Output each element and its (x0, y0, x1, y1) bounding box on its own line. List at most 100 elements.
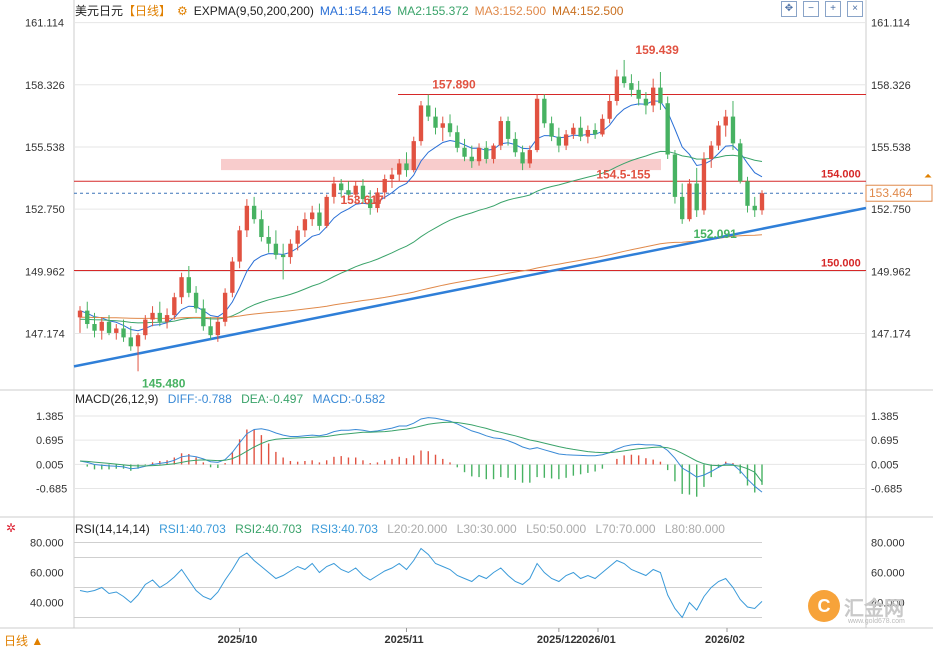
trendline (73, 206, 867, 368)
candle-body (484, 147, 489, 159)
candle-body (426, 105, 431, 117)
close-icon[interactable]: × (847, 1, 863, 17)
candle-body (469, 156, 474, 162)
trendline-layer (73, 206, 867, 368)
period-selector-button[interactable]: 日线 ▲ (4, 634, 44, 648)
candle-body (658, 87, 663, 104)
candle-body (186, 277, 192, 293)
rsi1-value: RSI1:40.703 (159, 522, 226, 536)
candle-layer (77, 59, 765, 372)
candle-body (716, 125, 721, 146)
candle-body (585, 129, 591, 137)
macd-tick-left: -0.685 (36, 483, 67, 495)
candle-body (709, 145, 714, 159)
candle-body (433, 116, 438, 128)
rsi-tick-left: 40.000 (30, 598, 64, 610)
candle-body (592, 129, 598, 135)
ma1-value: MA1:154.145 (319, 4, 392, 18)
candle-body (498, 121, 503, 146)
x-axis-label: 2025/12 (537, 634, 577, 646)
candle-body (440, 123, 445, 128)
price-tick-right: 147.174 (871, 329, 911, 341)
candle-body (382, 179, 387, 193)
candle-body (578, 127, 583, 137)
candle-body (404, 163, 409, 171)
resistance-zone (221, 158, 661, 171)
move-icon[interactable]: ✥ (781, 1, 797, 17)
rsi-tick-right: 40.000 (871, 598, 905, 610)
plus-icon[interactable]: + (825, 1, 841, 17)
candle-body (455, 132, 460, 148)
price-tick-left: 149.962 (25, 266, 65, 278)
rsi-name: RSI(14,14,14) (75, 522, 150, 536)
candle-body (534, 98, 540, 151)
candle-body (738, 143, 743, 182)
rsi-l30: L30:30.000 (456, 522, 517, 536)
candle-body (135, 335, 141, 347)
candle-body (114, 328, 119, 333)
candle-body (665, 103, 670, 155)
price-tick-left: 161.114 (25, 18, 64, 30)
candle-body (505, 121, 511, 139)
rsi-l20: L20:20.000 (387, 522, 448, 536)
candle-body (128, 337, 133, 347)
symbol-label: 美元日元 (75, 4, 124, 18)
candle-body (759, 193, 765, 211)
candle-body (215, 321, 221, 336)
macd-diff: DIFF:-0.788 (167, 392, 232, 406)
x-axis-label: 2025/11 (384, 634, 423, 646)
candle-body (172, 297, 177, 316)
candle-body (745, 181, 750, 206)
candle-body (121, 328, 126, 338)
candle-body (273, 243, 279, 255)
candle-body (527, 150, 533, 164)
level-label: 150.000 (821, 257, 861, 269)
rsi-header: RSI(14,14,14) RSI1:40.703 RSI2:40.703 RS… (75, 522, 731, 536)
candle-body (143, 319, 148, 336)
macd-tick-right: 1.385 (871, 411, 899, 423)
macd-tick-right: 0.695 (871, 435, 899, 447)
minus-icon[interactable]: − (803, 1, 819, 17)
logo-text: 汇金网 (844, 597, 904, 620)
rsi-line (79, 547, 763, 619)
rsi-tick-right: 80.000 (871, 538, 905, 550)
rsi-gear-icon[interactable]: ✲ (6, 521, 17, 535)
x-label-layer: 2025/10 2025/11 2025/12 2026/01 2026/02 (218, 628, 745, 646)
candle-body (302, 219, 308, 231)
candle-body (85, 310, 90, 325)
candle-body (462, 147, 467, 157)
candle-body (339, 183, 344, 191)
candle-body (730, 116, 736, 144)
candle-body (600, 118, 605, 135)
candle-body (244, 205, 250, 231)
candle-body (476, 147, 482, 162)
macd-tick-left: 0.695 (36, 435, 64, 447)
ma3-value: MA3:152.500 (474, 4, 547, 18)
rsi3-value: RSI3:40.703 (311, 522, 378, 536)
macd-dea: DEA:-0.497 (241, 392, 304, 406)
x-axis-label: 2025/10 (218, 634, 258, 646)
candle-body (650, 87, 656, 106)
candle-body (375, 192, 380, 209)
macd-tick-left: 1.385 (36, 411, 64, 423)
period-label[interactable]: 【日线】 (123, 4, 172, 18)
candle-body (687, 183, 692, 220)
annotation-layer: 159.439 157.890 153.617 154.5-155 152.091 145… (142, 43, 737, 390)
candle-body (353, 185, 358, 195)
candle-body (288, 243, 293, 258)
candle-body (411, 141, 416, 171)
settings-gear-icon[interactable]: ⚙ (177, 4, 188, 18)
hline-layer: 154.000 150.000 153.464 ⏶ (74, 94, 933, 271)
main-header: 美元日元【日线】 ⚙ EXPMA(9,50,200,200) MA1:154.145 M… (75, 2, 629, 19)
candle-body (680, 196, 685, 220)
candle-body (614, 76, 620, 101)
candle-body (295, 230, 300, 244)
level-label: 154.000 (821, 168, 861, 180)
candle-body (621, 76, 627, 84)
panel-controls: ✥ − + × (781, 1, 863, 17)
candle-body (636, 89, 641, 99)
macd-tick-right: -0.685 (871, 483, 902, 495)
logo-icon: C (808, 590, 840, 622)
price-annotation: 157.890 (432, 78, 476, 92)
candle-body (418, 105, 424, 142)
